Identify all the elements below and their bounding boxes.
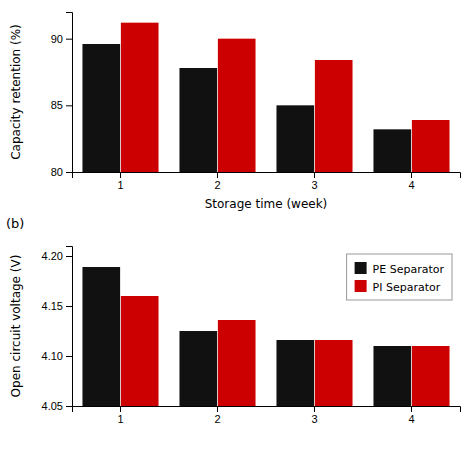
bar [179,331,217,406]
panel: 4.05 4.10 4.15 4.20 1 2 3 4 Open circuit voltage… [9,247,461,425]
legend-label: PI Separator [373,281,441,294]
tick-label: 85 [51,99,63,111]
tick-mark [411,406,412,412]
legend-item: PI Separator [355,280,441,294]
x-axis: 1 2 3 4 [73,172,461,191]
tick: 3 [311,406,317,425]
tick-mark [66,105,72,106]
tick: 2 [214,172,220,191]
bar [218,320,256,406]
tick-label: 1 [117,179,123,191]
tick-label: 1 [117,413,123,425]
tick-label: 3 [311,413,317,425]
tick: 1 [117,406,123,425]
tick-label: 4.05 [42,400,63,412]
bar [412,120,450,172]
bars [82,267,449,406]
legend-swatch [355,262,367,274]
tick: 4.05 [42,400,72,412]
bar [179,68,217,172]
annotation: (b) [6,216,24,231]
tick: 90 [51,33,72,45]
tick-mark [66,306,72,307]
legend-swatch [355,280,367,292]
legend: PE Separator PI Separator [347,254,452,300]
tick-label: 4.10 [42,350,63,362]
panel: 80 85 90 1 2 3 4 Storage time (week) Capacity re… [9,13,461,212]
axis-line [73,173,461,179]
bars [82,23,449,172]
tick: 4.20 [42,250,72,262]
tick-label: 2 [214,179,220,191]
tick-mark [314,172,315,178]
tick: 4 [408,172,414,191]
y-axis: 80 85 90 [51,13,73,179]
tick-mark [120,406,121,412]
bar [315,340,353,406]
bar [412,346,450,406]
y-axis-title: Capacity retention (%) [9,24,23,160]
tick-label: 4 [408,179,414,191]
tick: 4 [408,406,414,425]
tick: 4.10 [42,350,72,362]
tick-mark [66,406,72,407]
tick: 80 [51,166,72,178]
tick-label: 3 [311,179,317,191]
tick: 1 [117,172,123,191]
tick-mark [66,172,72,173]
tick-label: 2 [214,413,220,425]
axis-line [73,407,461,413]
tick: 85 [51,99,72,111]
tick-mark [66,256,72,257]
tick-mark [120,172,121,178]
bar [373,129,411,172]
tick-mark [66,356,72,357]
x-axis-title: Storage time (week) [205,197,328,211]
bar [82,267,120,406]
bar [315,60,353,172]
x-axis: 1 2 3 4 [73,406,461,425]
bar [276,340,314,406]
tick-mark [217,172,218,178]
tick-mark [411,172,412,178]
legend-label: PE Separator [373,263,445,276]
tick-label: 90 [51,33,63,45]
axis-line [66,13,73,173]
tick-label: 4 [408,413,414,425]
bar [373,346,411,406]
tick: 2 [214,406,220,425]
tick-label: 4.15 [42,300,63,312]
bar [121,296,159,406]
bar [121,23,159,172]
tick-label: 4.20 [42,250,63,262]
legend-item: PE Separator [355,262,445,276]
tick-mark [217,406,218,412]
axis-line [66,247,73,407]
bar [82,44,120,172]
tick-mark [314,406,315,412]
bar [276,105,314,172]
y-axis: 4.05 4.10 4.15 4.20 [42,247,73,413]
tick-label: 80 [51,166,63,178]
bar [218,39,256,172]
y-axis-title: Open circuit voltage (V) [9,255,23,398]
legend-box [347,254,452,300]
tick: 3 [311,172,317,191]
tick-mark [66,39,72,40]
figure: 80 85 90 1 2 3 4 Storage time (week) Capacity re… [0,0,474,474]
tick: 4.15 [42,300,72,312]
